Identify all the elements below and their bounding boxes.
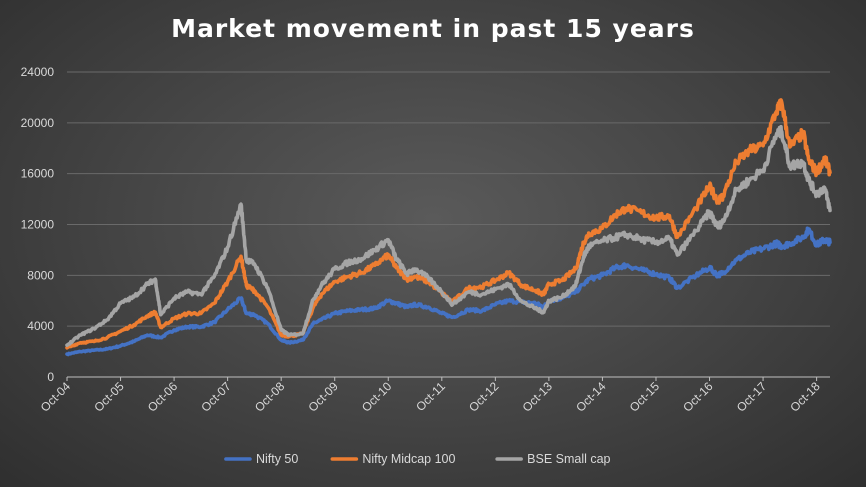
x-tick-label: Oct-12	[466, 379, 502, 415]
x-tick-label: Oct-18	[787, 379, 823, 415]
x-tick-label: Oct-14	[573, 379, 609, 415]
y-tick-label: 8000	[27, 268, 54, 282]
x-tick-label: Oct-15	[627, 379, 663, 415]
x-tick-label: Oct-07	[198, 379, 234, 415]
y-tick-label: 4000	[27, 319, 54, 333]
legend-label: Nifty Midcap 100	[362, 452, 455, 466]
y-tick-label: 20000	[21, 116, 55, 130]
y-tick-label: 12000	[21, 218, 55, 232]
series-line-bse-small-cap	[65, 124, 832, 347]
series-line-nifty-50	[65, 226, 832, 357]
legend-label: Nifty 50	[256, 452, 298, 466]
x-tick-label: Oct-06	[145, 379, 181, 415]
y-tick-label: 16000	[21, 167, 55, 181]
x-tick-label: Oct-13	[520, 379, 556, 415]
x-tick-label: Oct-10	[359, 379, 395, 415]
x-tick-label: Oct-05	[91, 379, 127, 415]
x-tick-label: Oct-16	[680, 379, 716, 415]
x-tick-label: Oct-09	[305, 379, 341, 415]
y-tick-label: 0	[47, 370, 54, 384]
x-tick-label: Oct-08	[252, 379, 288, 415]
x-tick-label: Oct-04	[38, 379, 74, 415]
y-tick-label: 24000	[21, 65, 55, 79]
chart-title: Market movement in past 15 years	[171, 14, 695, 43]
x-tick-label: Oct-17	[734, 379, 770, 415]
x-tick-label: Oct-11	[413, 379, 448, 414]
legend-label: BSE Small cap	[527, 452, 610, 466]
